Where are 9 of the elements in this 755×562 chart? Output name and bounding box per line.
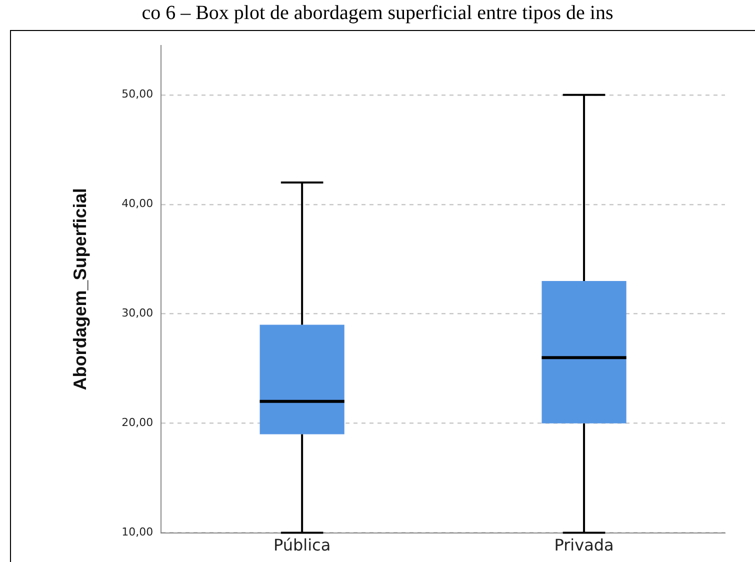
y-tick-label: 20,00	[122, 416, 154, 430]
x-tick-label: Pública	[273, 536, 331, 555]
chart-title: co 6 – Box plot de abordagem superficial entre tipos de ins	[140, 1, 614, 26]
x-tick-label: Privada	[554, 536, 614, 555]
y-tick-label: 10,00	[122, 526, 154, 539]
y-tick-label: 40,00	[122, 197, 154, 210]
y-axis-title: Abordagem_Superficial	[70, 188, 90, 390]
y-tick-label: 30,00	[122, 306, 154, 320]
y-tick-label: 50,00	[122, 88, 154, 101]
